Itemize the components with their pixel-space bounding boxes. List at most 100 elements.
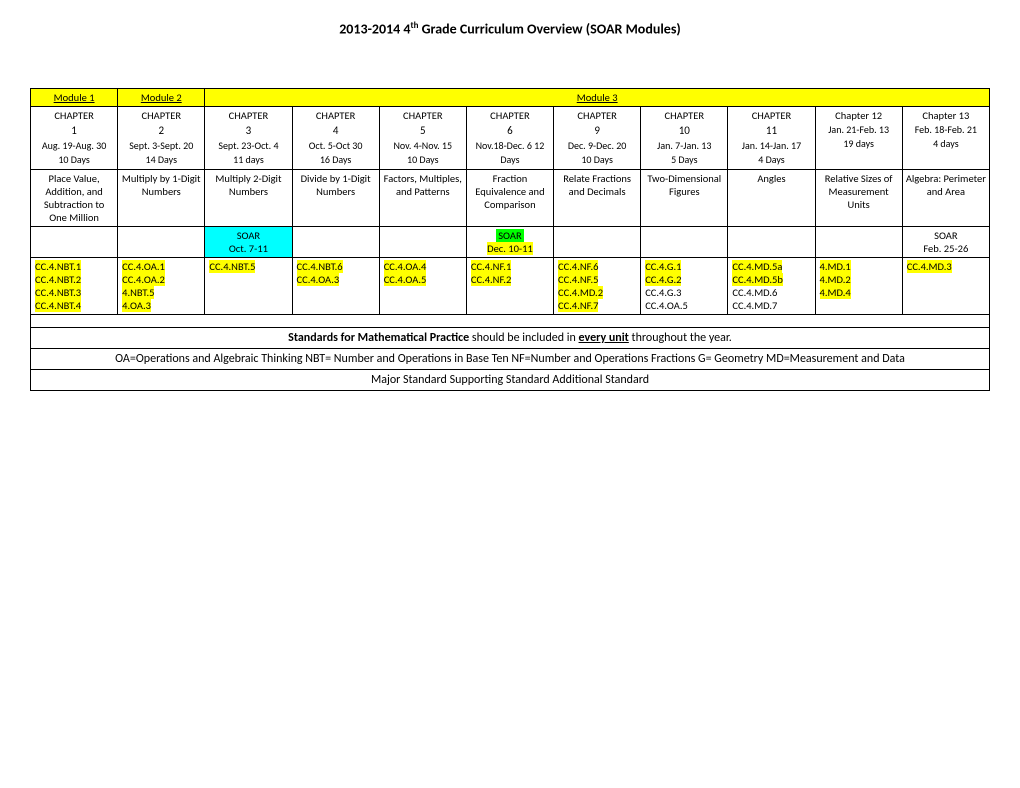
chapter-dates: Jan. 7-Jan. 13: [644, 139, 724, 153]
practice-note: Standards for Mathematical Practice shou…: [31, 327, 990, 348]
chapter-days: 19 days: [819, 137, 899, 151]
standards-cell-5: CC.4.NF.1CC.4.NF.2: [466, 257, 553, 314]
standard-code: CC.4.G.3: [645, 286, 681, 299]
chapter-dates: Jan. 14-Jan. 17: [731, 139, 811, 153]
standard-code: CC.4.MD.5b: [732, 273, 783, 286]
soar-empty: [728, 226, 815, 257]
module-3-header: Module 3: [205, 88, 990, 106]
chapter-cell-2: CHAPTER3Sept. 23-Oct. 411 days: [205, 106, 292, 169]
soar-1: SOAR Oct. 7-11: [205, 226, 292, 257]
chapter-cell-3: CHAPTER4Oct. 5-Oct 3016 Days: [292, 106, 379, 169]
chapter-label: CHAPTER: [731, 109, 811, 124]
practice-note-b: should be included in: [469, 331, 578, 345]
soar-empty: [31, 226, 118, 257]
standards-cell-10: CC.4.MD.3: [902, 257, 989, 314]
chapter-days: 5 Days: [644, 153, 724, 167]
spacer-row: [31, 314, 990, 327]
topic-row: Place Value, Addition, and Subtraction t…: [31, 169, 990, 226]
topic-cell-5: Fraction Equivalence and Comparison: [466, 169, 553, 226]
chapter-days: 14 Days: [121, 153, 201, 167]
standards-row: CC.4.NBT.1CC.4.NBT.2CC.4.NBT.3CC.4.NBT.4…: [31, 257, 990, 314]
chapter-cell-8: CHAPTER11Jan. 14-Jan. 174 Days: [728, 106, 815, 169]
standard-code: CC.4.NF.7: [558, 299, 598, 312]
chapter-cell-1: CHAPTER2Sept. 3-Sept. 2014 Days: [118, 106, 205, 169]
soar-2: SOAR Dec. 10-11: [466, 226, 553, 257]
title-prefix: 2013-2014 4: [339, 21, 410, 38]
module-2-header: Module 2: [118, 88, 205, 106]
soar-empty: [292, 226, 379, 257]
chapter-days: 16 Days: [296, 153, 376, 167]
standard-code: CC.4.NF.2: [471, 273, 511, 286]
chapter-num: 9: [557, 123, 637, 138]
soar-1-dates: Oct. 7-11: [208, 242, 288, 255]
standard-code: CC.4.OA.1: [122, 260, 165, 273]
standard-code: 4.MD.1: [820, 260, 851, 273]
standards-cell-8: CC.4.MD.5aCC.4.MD.5bCC.4.MD.6CC.4.MD.7: [728, 257, 815, 314]
chapter-num: 10: [644, 123, 724, 138]
standard-code: CC.4.MD.2: [558, 286, 603, 299]
soar-empty: [815, 226, 902, 257]
chapter-label: CHAPTER: [644, 109, 724, 124]
standard-code: CC.4.OA.4: [384, 260, 427, 273]
topic-cell-10: Algebra: Perimeter and Area: [902, 169, 989, 226]
chapter-num: 11: [731, 123, 811, 138]
chapter-days: 11 days: [208, 153, 288, 167]
chapter-cell-9: Chapter 12Jan. 21-Feb. 1319 days: [815, 106, 902, 169]
soar-3: SOAR Feb. 25-26: [902, 226, 989, 257]
standard-code: CC.4.MD.6: [732, 286, 777, 299]
standard-code: CC.4.NF.5: [558, 273, 598, 286]
curriculum-table: Module 1 Module 2 Module 3 CHAPTER1Aug. …: [30, 88, 990, 391]
standard-code: CC.4.NBT.1: [35, 260, 81, 273]
page-title: 2013-2014 4th Grade Curriculum Overview …: [30, 20, 990, 38]
spacer-cell: [31, 314, 990, 327]
standard-code: CC.4.OA.5: [384, 273, 427, 286]
chapter-row: CHAPTER1Aug. 19-Aug. 3010 DaysCHAPTER2Se…: [31, 106, 990, 169]
topic-cell-2: Multiply 2-Digit Numbers: [205, 169, 292, 226]
chapter-label: CHAPTER: [383, 109, 463, 124]
chapter-label: CHAPTER: [34, 109, 114, 124]
standard-code: CC.4.OA.5: [645, 299, 688, 312]
chapter-dates: Aug. 19-Aug. 30: [34, 139, 114, 153]
standard-code: CC.4.OA.3: [297, 273, 340, 286]
chapter-num: 3: [208, 123, 288, 138]
soar-3-dates: Feb. 25-26: [906, 242, 986, 255]
abbrev-row: OA=Operations and Algebraic Thinking NBT…: [31, 348, 990, 369]
legend-row: Major Standard Supporting Standard Addit…: [31, 369, 990, 390]
standard-code: CC.4.NBT.6: [297, 260, 343, 273]
chapter-dates: Sept. 3-Sept. 20: [121, 139, 201, 153]
chapter-cell-10: Chapter 13Feb. 18-Feb. 214 days: [902, 106, 989, 169]
chapter-days: 10 Days: [383, 153, 463, 167]
topic-cell-3: Divide by 1-Digit Numbers: [292, 169, 379, 226]
chapter-days: 10 Days: [34, 153, 114, 167]
practice-note-row: Standards for Mathematical Practice shou…: [31, 327, 990, 348]
standards-cell-6: CC.4.NF.6CC.4.NF.5CC.4.MD.2CC.4.NF.7: [554, 257, 641, 314]
soar-row: SOAR Oct. 7-11 SOAR Dec. 10-11 SOAR Feb.…: [31, 226, 990, 257]
standards-cell-3: CC.4.NBT.6CC.4.OA.3: [292, 257, 379, 314]
chapter-dates: Nov. 4-Nov. 15: [383, 139, 463, 153]
chapter-dates: Jan. 21-Feb. 13: [819, 123, 899, 137]
topic-cell-7: Two-Dimensional Figures: [641, 169, 728, 226]
standard-code: CC.4.MD.3: [907, 260, 952, 273]
standard-code: CC.4.NBT.4: [35, 299, 81, 312]
soar-2-dates: Dec. 10-11: [487, 242, 533, 255]
soar-empty: [554, 226, 641, 257]
chapter-days: 4 Days: [731, 153, 811, 167]
topic-cell-6: Relate Fractions and Decimals: [554, 169, 641, 226]
chapter-label: CHAPTER: [296, 109, 376, 124]
standard-code: CC.4.G.2: [645, 273, 681, 286]
standard-code: CC.4.MD.5a: [732, 260, 782, 273]
soar-empty: [641, 226, 728, 257]
standard-code: CC.4.NBT.2: [35, 273, 81, 286]
chapter-cell-4: CHAPTER5Nov. 4-Nov. 1510 Days: [379, 106, 466, 169]
practice-note-u: every unit: [579, 331, 629, 345]
chapter-num: 1: [34, 123, 114, 138]
chapter-cell-6: CHAPTER9Dec. 9-Dec. 2010 Days: [554, 106, 641, 169]
standards-cell-2: CC.4.NBT.5: [205, 257, 292, 314]
topic-cell-4: Factors, Multiples, and Patterns: [379, 169, 466, 226]
soar-empty: [379, 226, 466, 257]
soar-2-label: SOAR: [496, 229, 523, 242]
standards-cell-0: CC.4.NBT.1CC.4.NBT.2CC.4.NBT.3CC.4.NBT.4: [31, 257, 118, 314]
chapter-dates: Nov.18-Dec. 6 12 Days: [470, 139, 550, 167]
standard-code: 4.OA.3: [122, 299, 151, 312]
topic-cell-9: Relative Sizes of Measurement Units: [815, 169, 902, 226]
